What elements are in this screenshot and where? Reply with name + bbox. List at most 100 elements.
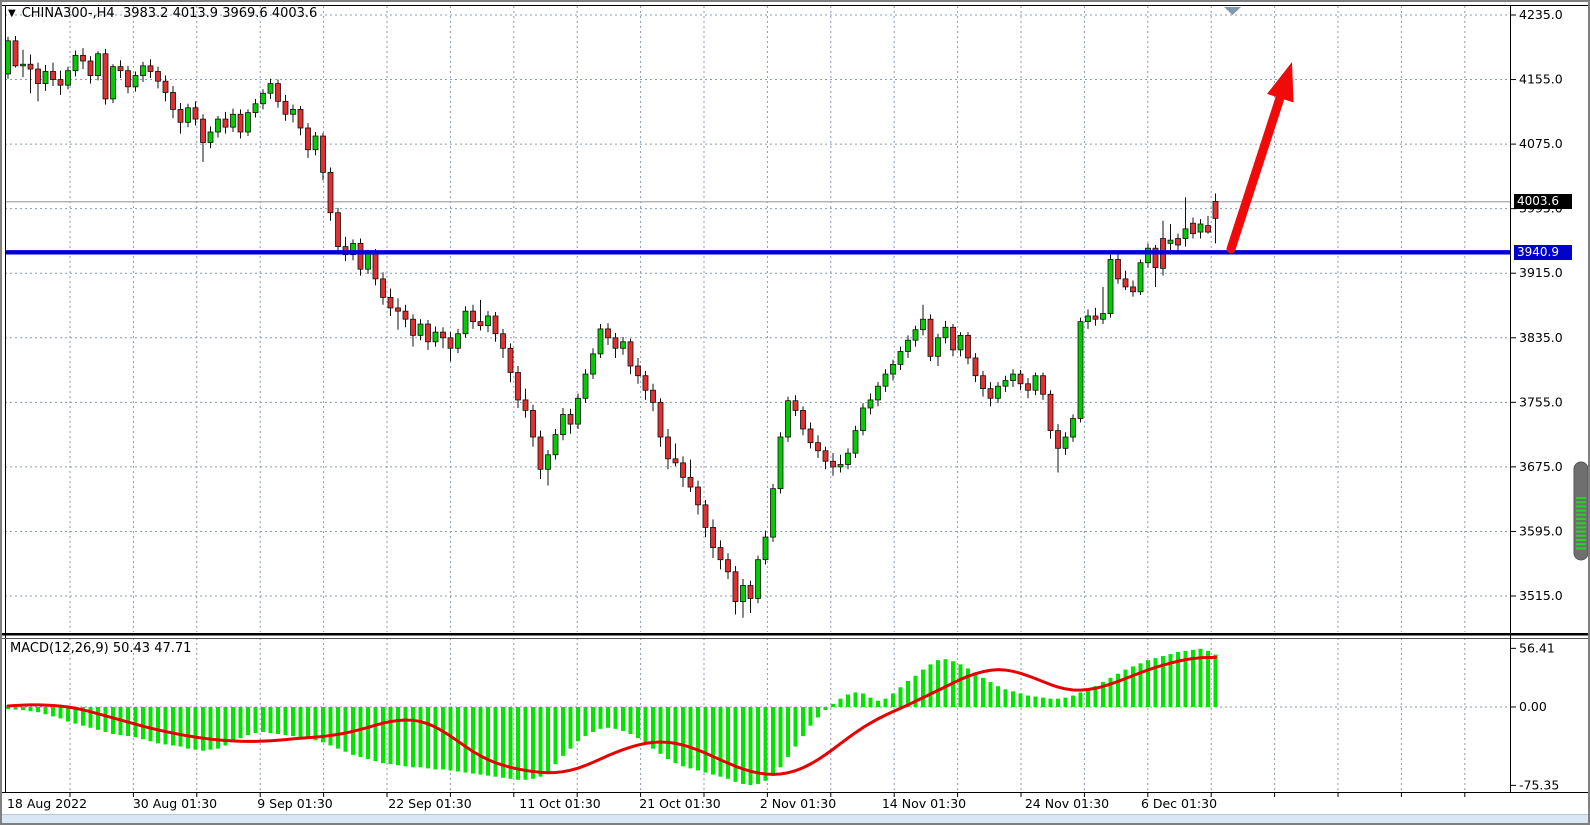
macd-histogram-bar xyxy=(493,707,498,777)
candle-bull xyxy=(140,65,146,76)
candle-bull xyxy=(867,399,874,409)
candle-bull xyxy=(575,397,581,425)
candle-bear xyxy=(327,171,334,214)
candle-bear xyxy=(680,462,686,478)
candle-bear xyxy=(987,388,994,399)
macd-histogram-bar xyxy=(103,707,108,732)
candle-bear xyxy=(117,66,124,72)
candle-bear xyxy=(1040,375,1046,395)
indicator-label: MACD(12,26,9) 50.43 47.71 xyxy=(10,641,192,656)
candle-bull xyxy=(365,252,371,270)
collapse-triangle-icon[interactable]: ▼ xyxy=(8,8,16,19)
macd-histogram-bar xyxy=(591,707,595,732)
candle-bear xyxy=(440,331,446,339)
macd-histogram-bar xyxy=(906,681,910,707)
macd-histogram-bar xyxy=(36,707,40,713)
candle-bear xyxy=(447,337,454,349)
horizontal-line-object[interactable] xyxy=(5,250,1510,255)
macd-histogram-bar xyxy=(276,707,280,735)
candle-bear xyxy=(335,212,341,247)
candle-bull xyxy=(590,353,596,375)
macd-histogram-bar xyxy=(193,707,198,750)
candle-bull xyxy=(620,341,626,349)
macd-histogram-bar xyxy=(1198,648,1203,707)
macd-histogram-bar xyxy=(163,707,168,745)
candle-bear xyxy=(1092,315,1099,320)
candle-bear xyxy=(627,341,634,367)
macd-histogram-bar xyxy=(831,703,835,707)
macd-histogram-bar xyxy=(366,707,370,759)
macd-histogram-bar xyxy=(1018,693,1023,707)
macd-histogram-bar xyxy=(568,707,573,749)
candle-bull xyxy=(875,385,881,401)
macd-histogram-bar xyxy=(928,664,933,707)
candle-bull xyxy=(597,328,604,355)
macd-histogram-bar xyxy=(651,707,655,749)
macd-histogram-bar xyxy=(1108,677,1113,707)
trend-arrow-head[interactable] xyxy=(1267,62,1294,103)
candle-bull xyxy=(740,585,746,603)
candle-bear xyxy=(177,109,184,123)
macd-histogram-bar xyxy=(223,707,228,746)
candle-bull xyxy=(777,436,784,490)
candle-bull xyxy=(1010,373,1016,381)
candle-bull xyxy=(95,53,101,76)
candle-bear xyxy=(507,347,514,373)
candle-bear xyxy=(320,135,326,173)
macd-tick-label: 56.41 xyxy=(1519,640,1555,655)
macd-histogram-bar xyxy=(411,707,415,768)
window-bottom-edge xyxy=(2,814,1588,823)
candle-bear xyxy=(410,318,416,336)
candle-bull xyxy=(1002,380,1009,387)
candle-bear xyxy=(102,53,109,100)
price-tick-label: 4155.0 xyxy=(1519,72,1563,87)
candle-bear xyxy=(50,71,56,80)
candle-bull xyxy=(65,70,71,86)
candle-bull xyxy=(110,66,116,100)
macd-histogram-bar xyxy=(861,693,865,707)
candle-bear xyxy=(530,410,536,438)
candle-bear xyxy=(305,127,311,151)
candle-bear xyxy=(1122,278,1129,288)
candle-bull xyxy=(1070,418,1076,438)
panel-divider[interactable] xyxy=(2,633,1588,636)
candle-bear xyxy=(425,323,431,343)
candle-bear xyxy=(27,63,34,70)
macd-histogram-bar xyxy=(418,707,423,768)
macd-histogram-bar xyxy=(283,707,288,736)
candle-bear xyxy=(927,318,934,357)
trend-arrow-shaft[interactable] xyxy=(1226,93,1285,254)
candle-bear xyxy=(980,375,986,390)
macd-histogram-bar xyxy=(73,707,78,724)
candle-bear xyxy=(357,242,364,270)
candle-bear xyxy=(282,100,289,115)
macd-histogram-bar xyxy=(1206,650,1210,707)
macd-histogram-bar xyxy=(681,707,685,767)
macd-histogram-bar xyxy=(1101,682,1105,707)
price-tick-label: 3675.0 xyxy=(1519,459,1563,474)
macd-histogram-bar xyxy=(1123,669,1128,707)
macd-histogram-bar xyxy=(238,707,243,739)
candle-bear xyxy=(822,450,829,462)
macd-histogram-bar xyxy=(1191,649,1195,707)
macd-histogram-bar xyxy=(1056,698,1060,707)
candle-bull xyxy=(852,430,859,454)
macd-layer xyxy=(6,648,1218,785)
candle-bull xyxy=(245,112,251,133)
macd-histogram-bar xyxy=(816,707,820,718)
candle-bull xyxy=(20,63,26,67)
candle-bull xyxy=(995,385,1001,399)
chart-shift-marker-icon[interactable] xyxy=(1224,7,1241,15)
candle-bear xyxy=(1175,238,1181,246)
candle-bull xyxy=(290,109,296,115)
macd-histogram-bar xyxy=(756,707,760,784)
candle-bear xyxy=(717,547,724,561)
macd-histogram-bar xyxy=(561,707,565,756)
macd-tick-label: 0.00 xyxy=(1519,699,1547,714)
macd-histogram-bar xyxy=(658,707,663,754)
candle-bear xyxy=(695,486,701,506)
macd-histogram-bar xyxy=(801,707,805,737)
candle-bull xyxy=(455,333,461,349)
